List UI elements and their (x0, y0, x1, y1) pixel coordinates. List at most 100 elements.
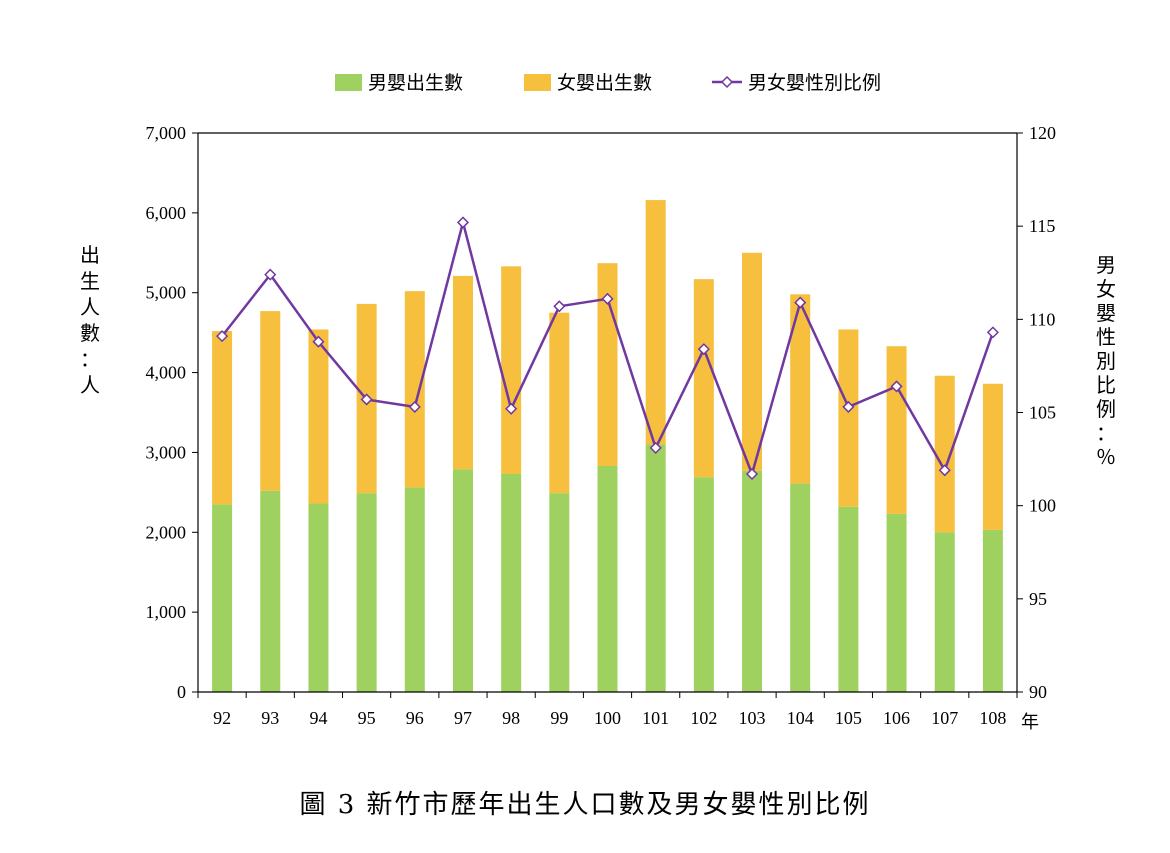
left-tick-label: 6,000 (146, 203, 187, 223)
left-tick-label: 1,000 (146, 602, 187, 622)
bar-male-106 (886, 513, 907, 692)
ratio-point-102 (697, 343, 710, 356)
right-axis-title-char: 比 (1096, 373, 1116, 397)
legend: 男嬰出生數 女嬰出生數 男女嬰性別比例 (335, 72, 881, 94)
ratio-point-97 (456, 216, 470, 229)
x-tick-label: 93 (261, 708, 279, 728)
left-axis-title-char: 生 (80, 269, 100, 293)
ratio-point-99 (553, 300, 566, 313)
bar-female-93 (260, 311, 281, 491)
x-tick-label: 100 (594, 708, 621, 728)
bar-male-103 (742, 470, 763, 692)
ratio-point-108 (986, 326, 999, 339)
bar-female-105 (838, 329, 859, 507)
left-axis-title-char: 人 (80, 295, 100, 319)
bar-male-107 (934, 532, 955, 692)
figure-caption: 圖 3 新竹市歷年出生人口數及男女嬰性別比例 (299, 790, 871, 820)
bar-female-102 (693, 279, 714, 478)
bar-female-104 (790, 294, 811, 484)
bar-female-99 (549, 312, 570, 494)
right-axis-title-char: ％ (1096, 445, 1116, 469)
bar-male-96 (404, 487, 425, 692)
bar-female-108 (982, 383, 1003, 530)
x-tick-label: 96 (406, 708, 424, 728)
right-axis-title-char: 女 (1096, 277, 1116, 301)
bar-male-93 (260, 490, 281, 692)
left-tick-label: 4,000 (146, 363, 187, 383)
ratio-point-96 (408, 400, 421, 413)
bar-male-98 (501, 473, 522, 692)
x-tick-label: 107 (931, 708, 958, 728)
legend-label-female: 女嬰出生數 (557, 72, 652, 94)
bar-female-96 (404, 291, 425, 488)
left-axis-title-char: 人 (80, 373, 100, 397)
legend-label-ratio: 男女嬰性別比例 (748, 72, 881, 94)
left-tick-label: 3,000 (146, 442, 187, 462)
left-axis-title-char: 數 (80, 321, 100, 345)
right-axis-title-char: 性 (1096, 325, 1116, 349)
x-tick-label: 102 (690, 708, 717, 728)
x-tick-label: 106 (883, 708, 910, 728)
ratio-point-105 (842, 400, 855, 413)
bar-male-95 (356, 493, 377, 692)
bar-male-105 (838, 506, 859, 692)
ratio-point-103 (745, 467, 759, 481)
ratio-point-106 (890, 380, 903, 393)
bar-male-102 (693, 477, 714, 692)
bar-female-106 (886, 346, 907, 514)
ratio-point-95 (360, 393, 373, 406)
bar-male-100 (597, 466, 618, 692)
x-tick-label: 92 (213, 708, 231, 728)
right-tick-label: 120 (1029, 123, 1056, 143)
right-tick-label: 115 (1029, 216, 1055, 236)
left-tick-label: 2,000 (146, 522, 187, 542)
ratio-point-94 (312, 335, 325, 348)
ratio-point-92 (216, 330, 229, 343)
bar-female-107 (934, 375, 955, 533)
right-axis-title: 男女嬰性別比例：％ (1096, 253, 1116, 469)
right-axis-title-char: 例 (1096, 397, 1116, 421)
bar-male-104 (790, 483, 811, 692)
legend-marker-ratio (720, 75, 734, 89)
x-tick-label: 105 (835, 708, 862, 728)
bar-male-99 (549, 493, 570, 692)
ratio-point-101 (649, 441, 662, 454)
ratio-point-100 (601, 292, 614, 305)
bar-male-108 (982, 529, 1003, 692)
x-tick-label: 103 (739, 708, 766, 728)
left-axis-title-char: ： (80, 347, 100, 371)
left-tick-label: 0 (177, 682, 186, 702)
right-tick-label: 100 (1029, 496, 1056, 516)
right-tick-label: 95 (1029, 589, 1047, 609)
x-tick-label: 99 (550, 708, 568, 728)
legend-label-male: 男嬰出生數 (368, 72, 463, 94)
ratio-point-93 (264, 268, 277, 281)
bar-female-97 (452, 275, 473, 470)
x-tick-label: 98 (502, 708, 520, 728)
x-tick-label: 101 (642, 708, 669, 728)
bar-female-101 (645, 200, 666, 445)
bar-female-103 (742, 252, 763, 471)
bar-male-94 (308, 503, 329, 692)
x-tick-label: 97 (454, 708, 472, 728)
right-tick-label: 110 (1029, 309, 1055, 329)
ratio-point-98 (505, 402, 518, 415)
x-tick-label: 95 (358, 708, 376, 728)
left-axis-title-char: 出 (80, 243, 100, 267)
bar-female-94 (308, 329, 329, 504)
bar-male-101 (645, 444, 666, 692)
left-tick-label: 7,000 (146, 123, 187, 143)
x-tick-label: 104 (787, 708, 814, 728)
x-tick-label: 108 (979, 708, 1006, 728)
right-axis-title-char: 嬰 (1096, 301, 1116, 325)
ratio-point-104 (794, 296, 807, 309)
right-axis-title-char: 別 (1096, 349, 1116, 373)
right-axis-title-char: ： (1096, 421, 1116, 445)
ratio-point-107 (938, 464, 951, 477)
right-axis-title-char: 男 (1096, 253, 1116, 277)
left-tick-label: 5,000 (146, 283, 187, 303)
ratio-line-layer (216, 216, 999, 481)
x-axis-unit: 年 (1021, 712, 1039, 732)
